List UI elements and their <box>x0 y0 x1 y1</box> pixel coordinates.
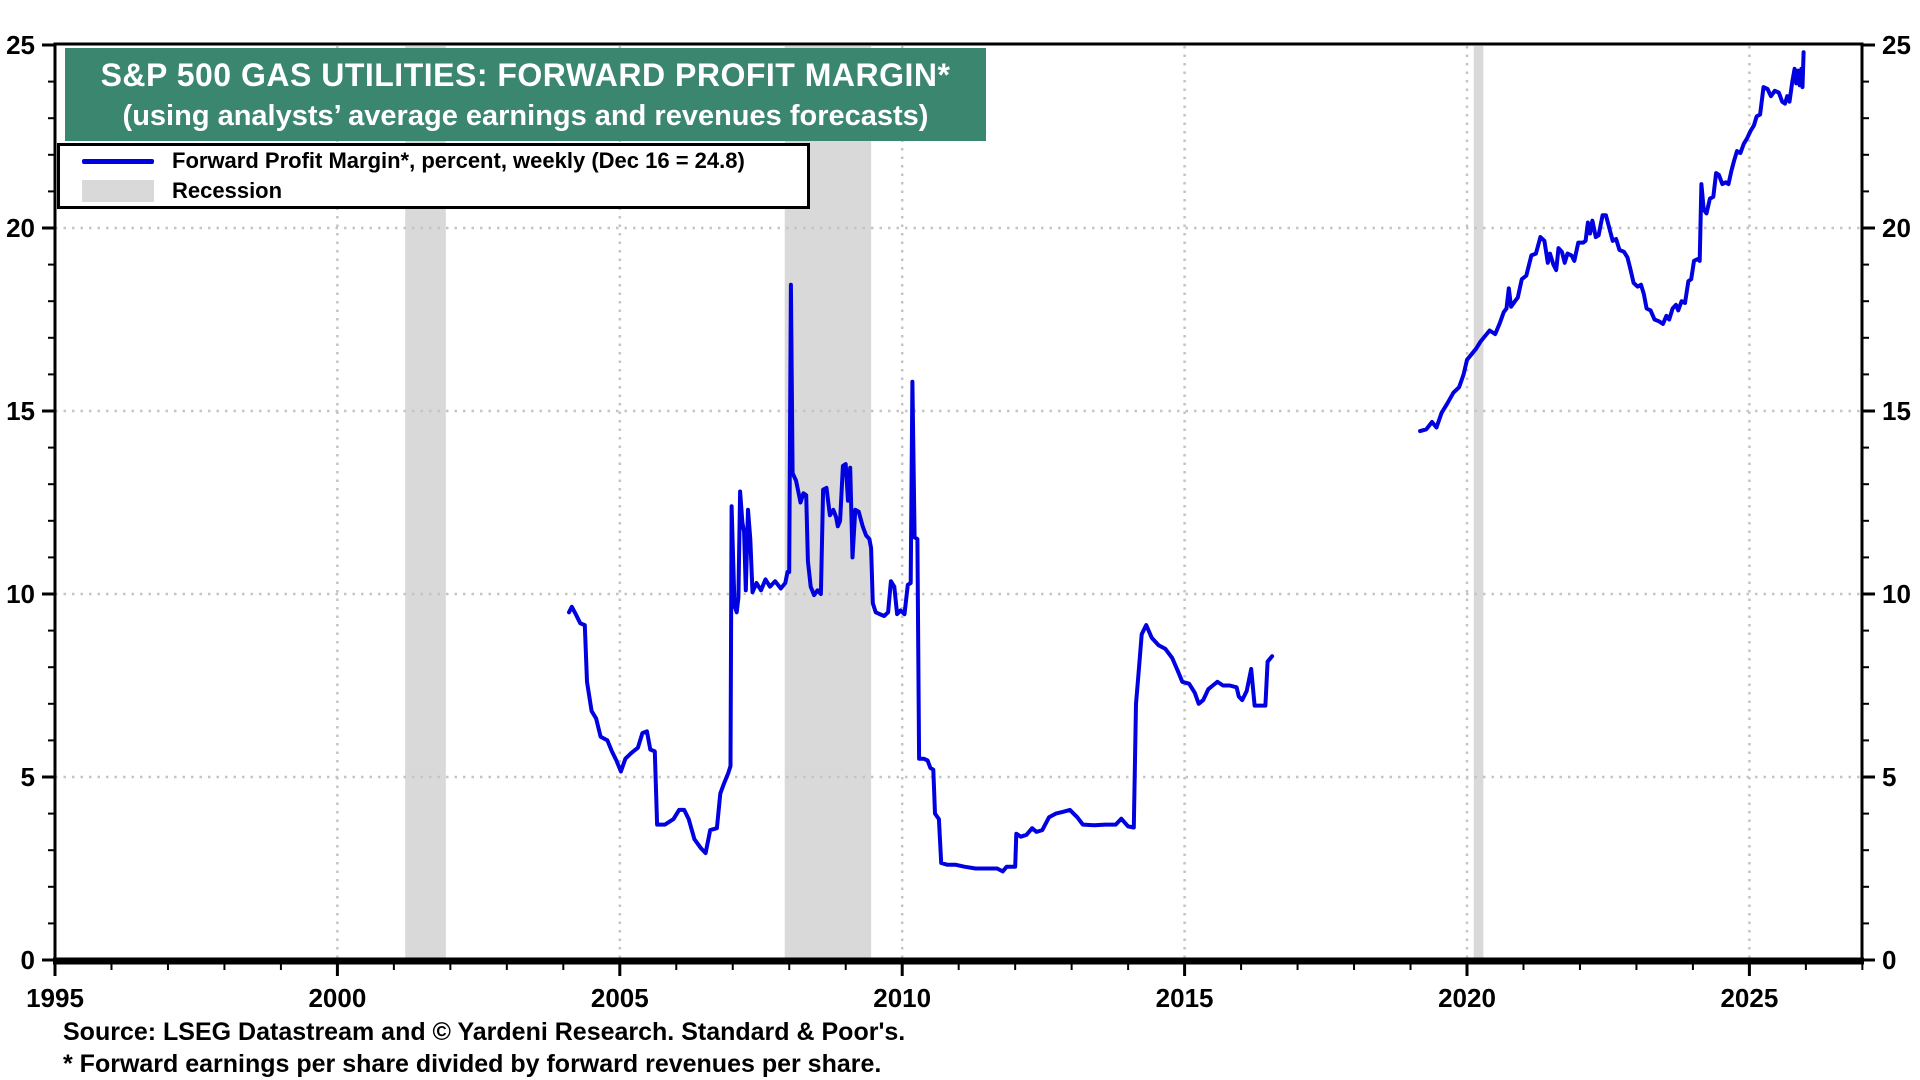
y-tick-label-right: 25 <box>1882 30 1911 60</box>
profit-margin-line <box>1418 50 1806 434</box>
legend-recession-label: Recession <box>172 178 283 203</box>
y-tick-label-right: 20 <box>1882 213 1911 243</box>
chart-title-box: S&P 500 GAS UTILITIES: FORWARD PROFIT MA… <box>65 48 986 141</box>
chart-title: S&P 500 GAS UTILITIES: FORWARD PROFIT MA… <box>100 56 951 93</box>
footnote: * Forward earnings per share divided by … <box>63 1050 882 1078</box>
y-tick-label-right: 0 <box>1882 945 1896 975</box>
y-tick-label-right: 15 <box>1882 396 1911 426</box>
source-note: Source: LSEG Datastream and © Yardeni Re… <box>63 1018 906 1046</box>
x-tick-label: 2015 <box>1156 983 1214 1013</box>
y-tick-label-right: 5 <box>1882 762 1896 792</box>
legend-row-recession: Recession <box>82 177 807 205</box>
y-tick-label-left: 20 <box>6 213 35 243</box>
legend-series-label: Forward Profit Margin*, percent, weekly … <box>172 148 745 173</box>
series-line-swatch <box>82 158 154 164</box>
x-tick-label: 2010 <box>873 983 931 1013</box>
x-tick-label: 2000 <box>308 983 366 1013</box>
legend-row-series: Forward Profit Margin*, percent, weekly … <box>82 147 807 175</box>
x-tick-label: 2005 <box>591 983 649 1013</box>
y-tick-label-left: 15 <box>6 396 35 426</box>
y-tick-label-left: 5 <box>21 762 35 792</box>
x-tick-label: 2020 <box>1438 983 1496 1013</box>
legend: Forward Profit Margin*, percent, weekly … <box>57 143 810 209</box>
y-tick-label-left: 25 <box>6 30 35 60</box>
profit-margin-line <box>567 282 1275 874</box>
recession-swatch <box>82 180 154 202</box>
x-tick-label: 2025 <box>1720 983 1778 1013</box>
chart-subtitle: (using analysts’ average earnings and re… <box>122 99 929 132</box>
y-tick-label-left: 10 <box>6 579 35 609</box>
y-tick-label-left: 0 <box>21 945 35 975</box>
y-tick-label-right: 10 <box>1882 579 1911 609</box>
recession-band <box>1473 46 1484 959</box>
x-tick-label: 1995 <box>26 983 84 1013</box>
